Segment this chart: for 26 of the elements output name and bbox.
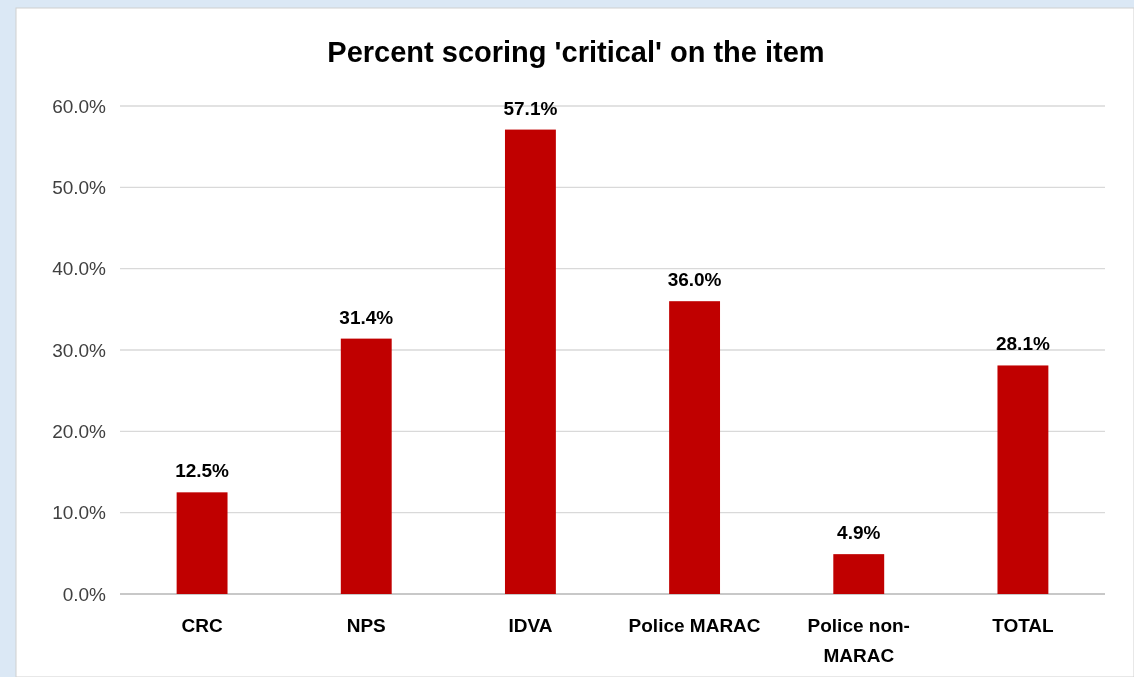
x-tick-label: IDVA [508, 615, 553, 636]
data-label: 57.1% [503, 97, 558, 119]
x-tick-label: NPS [346, 615, 386, 636]
data-label: 36.0% [667, 269, 722, 291]
y-tick-label: 10.0% [52, 502, 107, 524]
y-tick-label: 50.0% [52, 176, 107, 198]
x-tick-label: TOTAL [992, 615, 1055, 636]
x-tick-label: Police MARAC [628, 615, 761, 636]
bar [997, 365, 1049, 594]
x-tick-label: Police non-MARAC [807, 615, 910, 666]
data-label: 12.5% [175, 460, 230, 482]
x-tick-label: CRC [181, 615, 223, 636]
data-label: 28.1% [995, 333, 1050, 355]
y-tick-label: 20.0% [52, 420, 107, 442]
bar [504, 129, 556, 594]
y-tick-label: 30.0% [52, 339, 107, 361]
data-label: 4.9% [837, 522, 881, 544]
bar [669, 301, 721, 594]
y-tick-label: 60.0% [52, 95, 107, 117]
bar [340, 338, 392, 594]
y-tick-label: 0.0% [62, 583, 107, 605]
y-tick-label: 40.0% [52, 258, 107, 280]
bar [833, 554, 885, 594]
bar [176, 492, 228, 594]
chart-title: Percent scoring 'critical' on the item [327, 36, 825, 68]
data-label: 31.4% [339, 306, 394, 328]
